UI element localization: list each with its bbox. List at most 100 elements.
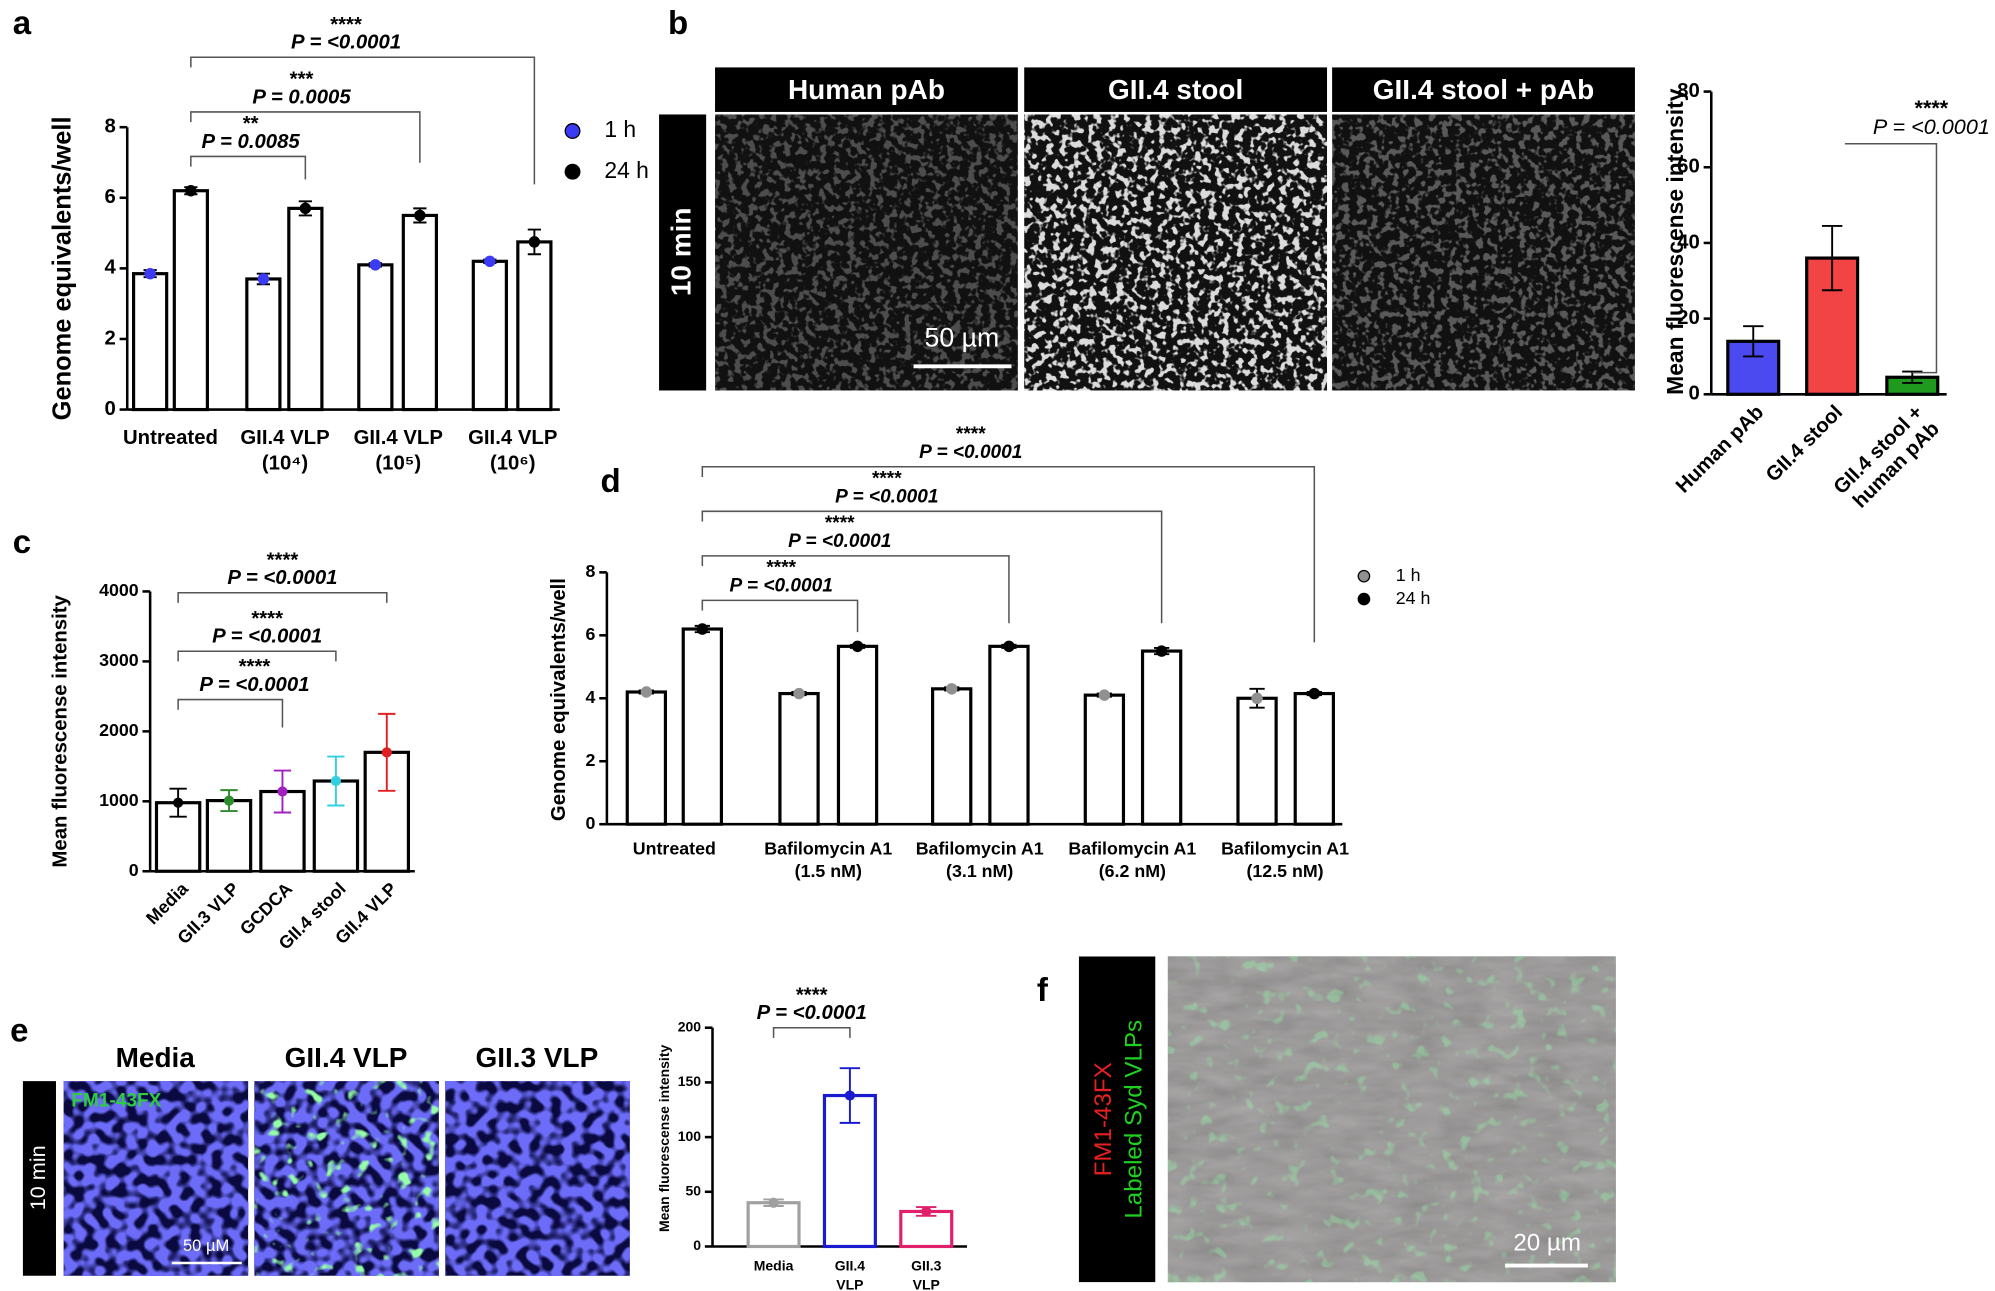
significance-stars: ** bbox=[243, 113, 259, 135]
scale-text: 50 µm bbox=[924, 323, 999, 353]
micrograph-texture bbox=[1024, 114, 1328, 391]
side-label-box bbox=[1078, 956, 1156, 1283]
significance-bracket bbox=[177, 698, 284, 728]
mean-dot bbox=[528, 236, 541, 248]
x-tick-label: (12.5 nM) bbox=[1246, 861, 1323, 881]
y-tick-label: 80 bbox=[1677, 80, 1700, 102]
x-tick-label: Untreated bbox=[123, 427, 218, 449]
x-tick-label: GII.3 bbox=[911, 1258, 942, 1274]
x-tick-label: (10⁵) bbox=[375, 453, 421, 475]
bar bbox=[172, 189, 209, 412]
significance-stars: **** bbox=[956, 424, 986, 445]
x-tick-label: GII.4 bbox=[835, 1258, 866, 1274]
bar bbox=[1083, 693, 1126, 826]
y-tick-label: 0 bbox=[693, 1237, 701, 1253]
y-tick-label: 150 bbox=[678, 1073, 702, 1089]
legend-label: 1 h bbox=[1396, 565, 1421, 585]
mean-dot bbox=[851, 640, 864, 653]
y-tick-label: 200 bbox=[678, 1018, 702, 1034]
image-panel-e: Media GII.4 VLP GII.3 VLP 10 min FM1-43F… bbox=[22, 1042, 630, 1276]
x-tick-label: VLP bbox=[836, 1277, 863, 1291]
legend-marker bbox=[564, 163, 581, 180]
significance-bracket bbox=[701, 510, 1163, 624]
significance-bracket bbox=[701, 555, 1010, 624]
x-tick-label: (10⁴) bbox=[262, 453, 308, 475]
y-tick-label: 6 bbox=[586, 624, 596, 644]
x-tick-label: (1.5 nM) bbox=[795, 861, 862, 881]
y-tick-label: 40 bbox=[1677, 231, 1700, 253]
p-value: P = <0.0001 bbox=[919, 442, 1022, 463]
x-tick-label: GII.4 VLP bbox=[354, 427, 443, 449]
y-tick-label: 2 bbox=[104, 327, 115, 349]
mean-dot bbox=[640, 686, 653, 698]
x-tick-label: Media bbox=[754, 1258, 794, 1274]
micrograph-texture bbox=[1332, 114, 1635, 391]
scale-text: 50 µM bbox=[183, 1236, 229, 1255]
image-header bbox=[1332, 67, 1635, 112]
y-tick-label: 4000 bbox=[99, 580, 139, 600]
x-tick-label: VLP bbox=[913, 1277, 940, 1291]
y-tick-label: 100 bbox=[678, 1128, 702, 1144]
mean-dot bbox=[1308, 687, 1321, 700]
mean-dot bbox=[484, 255, 496, 268]
micrograph-green bbox=[1167, 956, 1616, 1283]
side-label: 10 min bbox=[666, 208, 697, 297]
y-tick-label: 0 bbox=[129, 860, 139, 880]
p-value: P = <0.0001 bbox=[291, 32, 401, 54]
significance-stars: **** bbox=[825, 513, 855, 534]
bar bbox=[625, 690, 668, 826]
y-tick-label: 8 bbox=[586, 561, 596, 581]
mean-dot bbox=[299, 202, 312, 215]
side-label-box bbox=[659, 114, 707, 391]
image-header-text: GII.4 stool + pAb bbox=[1373, 74, 1594, 105]
mean-dot bbox=[793, 687, 805, 700]
mean-dot bbox=[144, 267, 156, 280]
bar bbox=[205, 799, 253, 873]
mean-dot bbox=[1098, 689, 1111, 701]
bar bbox=[401, 213, 438, 412]
significance-stars: **** bbox=[267, 549, 299, 571]
x-tick-label: Bafilomycin A1 bbox=[764, 838, 892, 858]
significance-bracket bbox=[190, 155, 307, 180]
significance-bracket bbox=[772, 1026, 851, 1038]
y-tick-label: 0 bbox=[1688, 383, 1699, 405]
significance-stars: **** bbox=[251, 608, 283, 630]
y-axis-label: Mean fluorescense intensity bbox=[656, 1045, 672, 1232]
p-value: P = <0.0001 bbox=[757, 1002, 867, 1024]
legend-label: 24 h bbox=[604, 157, 649, 183]
mean-dot bbox=[185, 185, 197, 197]
y-tick-label: 50 bbox=[685, 1182, 701, 1198]
significance-bracket bbox=[701, 466, 1316, 643]
legend-label: 24 h bbox=[1396, 588, 1431, 608]
y-tick-label: 6 bbox=[104, 186, 115, 208]
y-tick-label: 2000 bbox=[99, 720, 139, 740]
significance-bracket bbox=[177, 650, 337, 662]
significance-stars: **** bbox=[796, 984, 828, 1006]
p-value: P = 0.0085 bbox=[202, 131, 301, 153]
bar bbox=[132, 272, 169, 412]
legend-marker bbox=[564, 123, 581, 139]
significance-stars: **** bbox=[872, 469, 902, 490]
legend-label: 1 h bbox=[604, 116, 636, 142]
y-tick-label: 4 bbox=[586, 687, 596, 707]
mean-dot bbox=[921, 1206, 932, 1217]
y-tick-label: 2 bbox=[586, 750, 596, 770]
bar bbox=[1236, 696, 1278, 826]
bar bbox=[516, 240, 553, 412]
panel-letter: d bbox=[601, 463, 621, 500]
bar bbox=[287, 206, 324, 412]
scale-text: 20 µm bbox=[1513, 1229, 1581, 1256]
x-tick-label: Bafilomycin A1 bbox=[1221, 838, 1349, 858]
y-axis-label: Genome equivalents/well bbox=[548, 578, 570, 821]
significance-stars: **** bbox=[239, 656, 271, 678]
bar bbox=[245, 277, 282, 412]
y-tick-label: 60 bbox=[1677, 156, 1700, 178]
mean-dot bbox=[223, 795, 235, 806]
error-bar bbox=[1821, 224, 1843, 292]
bar bbox=[357, 263, 394, 412]
y-tick-label: 20 bbox=[1677, 307, 1700, 329]
p-value: P = <0.0001 bbox=[788, 531, 891, 552]
mean-dot bbox=[1003, 640, 1015, 653]
y-tick-label: 3000 bbox=[99, 650, 139, 670]
